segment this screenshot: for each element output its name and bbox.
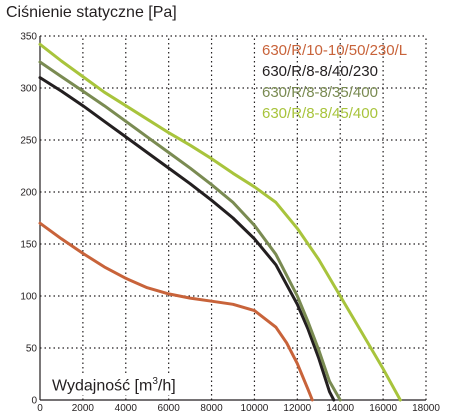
x-axis-label-superscript: 3 <box>152 376 158 387</box>
legend: 630/R/10-10/50/230/L 630/R/8-8/40/230 63… <box>262 40 407 124</box>
y-axis-label: Ciśnienie statyczne [Pa] <box>6 4 177 21</box>
x-tick-label: 18000 <box>412 403 440 414</box>
x-tick-label: 10000 <box>241 403 269 414</box>
y-tick-label: 200 <box>20 188 37 199</box>
y-tick-label: 50 <box>26 344 38 355</box>
chart-series <box>38 42 402 402</box>
y-tick-label: 300 <box>20 84 37 95</box>
y-tick-label: 0 <box>31 396 37 407</box>
chart-grid <box>40 35 427 400</box>
legend-entry-1: 630/R/10-10/50/230/L <box>262 42 408 59</box>
y-tick-label: 150 <box>20 240 37 251</box>
x-tick-label: 16000 <box>369 403 397 414</box>
series-line-3 <box>38 60 342 402</box>
x-tick-label: 12000 <box>283 403 311 414</box>
y-tick-label: 250 <box>20 136 37 147</box>
x-tick-label: 14000 <box>326 403 354 414</box>
legend-entry-4: 630/R/8-8/45/400 <box>262 105 378 122</box>
x-tick-label: 6000 <box>158 403 181 414</box>
series-line-4 <box>38 42 402 402</box>
y-tick-label: 350 <box>20 32 37 43</box>
legend-entry-3: 630/R/8-8/35/400 <box>262 84 378 101</box>
x-tick-label: 0 <box>37 403 43 414</box>
series-line-2 <box>38 76 336 402</box>
x-axis-label-end: /h] <box>157 377 176 395</box>
x-axis-label-main: Wydajność [m <box>52 377 153 395</box>
series-line-1 <box>38 221 314 402</box>
chart-ticks: 0 50 100 150 200 250 300 350 0 2000 4000 6000 8000 10… <box>20 32 440 414</box>
x-tick-label: 4000 <box>115 403 138 414</box>
x-axis-label: Wydajność [m3/h] <box>50 376 178 396</box>
chart-axes <box>39 36 426 401</box>
x-tick-label: 2000 <box>72 403 95 414</box>
legend-entry-2: 630/R/8-8/40/230 <box>262 63 378 80</box>
y-tick-label: 100 <box>20 292 37 303</box>
x-tick-label: 8000 <box>200 403 223 414</box>
